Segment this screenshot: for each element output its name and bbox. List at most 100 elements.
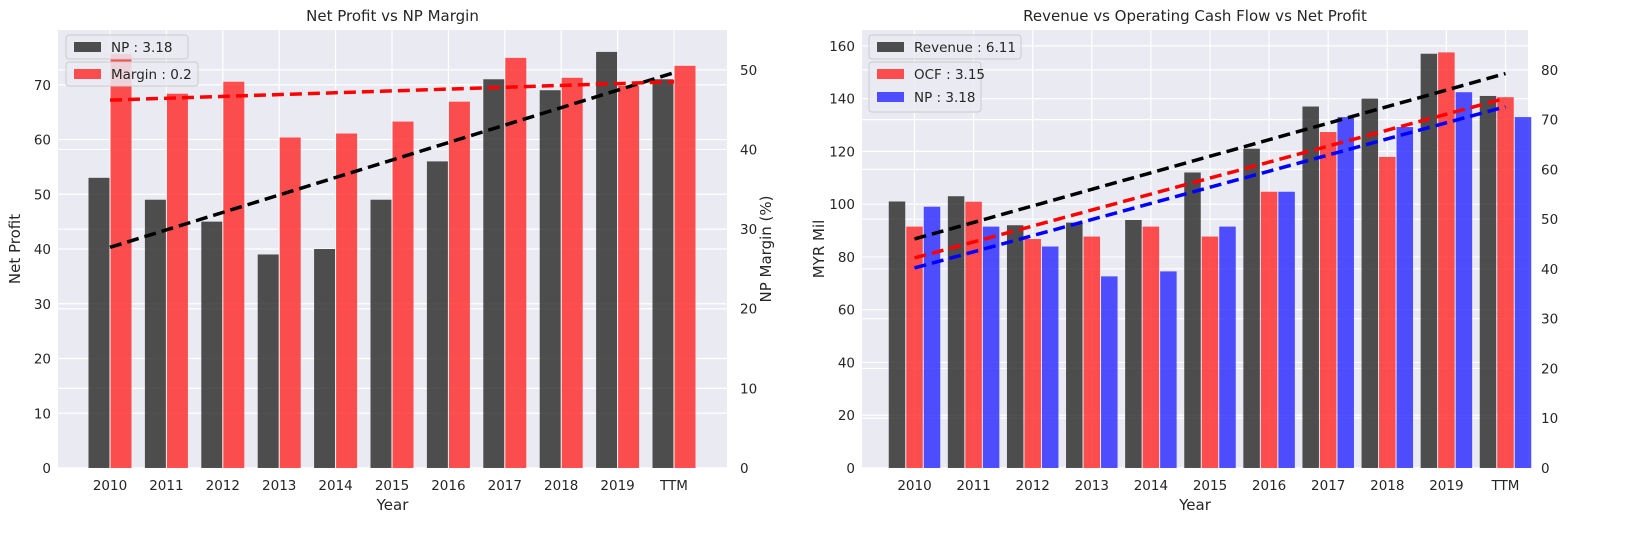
x-tick-label: 2012 (1016, 478, 1050, 494)
x-axis-label: Year (376, 496, 410, 514)
y2-tick-label: 80 (1541, 63, 1558, 79)
x-tick-label: 2018 (544, 478, 578, 494)
trend-line (109, 80, 675, 102)
y-tick-label: 10 (34, 406, 51, 422)
bar (1420, 53, 1438, 469)
bar (1361, 98, 1379, 468)
legend-label: NP : 3.18 (111, 40, 172, 56)
y-tick-label: 70 (34, 78, 51, 94)
bar (201, 221, 223, 468)
bar (1479, 95, 1497, 468)
bar (1219, 226, 1236, 468)
bar (88, 177, 110, 468)
bar (539, 90, 561, 468)
y-tick-label: 40 (34, 242, 51, 258)
y-tick-label: 30 (34, 297, 51, 313)
y-tick-label: 140 (829, 92, 855, 108)
y-tick-label: 50 (34, 187, 51, 203)
bar (652, 79, 674, 469)
bar (965, 201, 982, 468)
trend-line (914, 71, 1506, 241)
y-tick-label: 100 (829, 197, 855, 213)
y2-tick-label: 0 (740, 461, 749, 477)
y2-tick-label: 60 (1541, 162, 1558, 178)
chart-title: Net Profit vs NP Margin (306, 7, 479, 25)
y-tick-label: 40 (838, 355, 855, 371)
trend-line (109, 71, 675, 250)
bar (1142, 226, 1160, 468)
bar (1396, 127, 1414, 468)
bar (483, 79, 505, 469)
x-tick-label: 2011 (149, 478, 183, 494)
bar (1302, 106, 1319, 469)
legend-label: NP : 3.18 (914, 90, 975, 106)
legend-label: Margin : 0.2 (111, 67, 192, 83)
y2-tick-label: 10 (740, 381, 757, 397)
y2-tick-label: 20 (740, 302, 757, 318)
x-tick-label: TTM (659, 478, 688, 494)
x-axis-label: Year (1178, 496, 1212, 514)
bar (1160, 271, 1177, 468)
y2-tick-label: 30 (740, 222, 757, 238)
bar (505, 57, 527, 468)
x-tick-label: 2014 (318, 478, 352, 494)
bar (947, 196, 965, 468)
y-tick-label: 20 (34, 352, 51, 368)
x-tick-label: TTM (1491, 478, 1520, 494)
bar (370, 199, 392, 468)
bar (1278, 191, 1295, 469)
bar (982, 226, 1000, 468)
legend-label: Revenue : 6.11 (914, 40, 1016, 56)
bar (1083, 236, 1101, 468)
x-tick-label: 2016 (1252, 478, 1286, 494)
bar (1125, 219, 1142, 468)
bar (392, 121, 414, 468)
bar (1024, 239, 1041, 468)
legend-box (868, 34, 1022, 60)
bar (596, 51, 618, 469)
x-tick-label: 2013 (1075, 478, 1109, 494)
bar (1201, 236, 1219, 468)
bar (1497, 97, 1514, 469)
bar (223, 81, 245, 468)
legend-swatch (74, 69, 101, 79)
y-tick-label: 60 (838, 303, 855, 319)
x-tick-label: 2010 (897, 478, 931, 494)
bar (1184, 172, 1201, 468)
bar (561, 77, 583, 469)
y-tick-label: 160 (829, 39, 855, 55)
y-tick-label: 120 (829, 144, 855, 160)
bar (923, 206, 941, 468)
bar (336, 133, 358, 468)
bar (314, 249, 336, 468)
x-tick-label: 2015 (375, 478, 409, 494)
legend-box (65, 61, 199, 87)
y-axis-label: Net Profit (6, 214, 24, 284)
x-tick-label: 2012 (206, 478, 240, 494)
trend-line (914, 104, 1506, 270)
chart-title: Revenue vs Operating Cash Flow vs Net Pr… (1023, 7, 1367, 25)
x-tick-label: 2017 (1311, 478, 1345, 494)
bar (674, 65, 696, 468)
legend-box (65, 34, 189, 60)
legend-label: OCF : 3.15 (914, 67, 985, 83)
y-tick-label: 80 (838, 250, 855, 266)
bar (110, 53, 132, 469)
x-tick-label: 2016 (431, 478, 465, 494)
bar (1319, 132, 1337, 468)
x-tick-label: 2013 (262, 478, 296, 494)
y2-tick-label: 50 (740, 63, 757, 79)
bar (1243, 148, 1260, 469)
bar (906, 226, 923, 468)
y-tick-label: 0 (42, 461, 51, 477)
bar (888, 201, 906, 468)
bar (1066, 222, 1083, 468)
bar (1438, 52, 1455, 468)
bar (1101, 276, 1118, 468)
x-tick-label: 2010 (93, 478, 127, 494)
y2-tick-label: 40 (1541, 262, 1558, 278)
bar (1260, 191, 1278, 469)
x-tick-label: 2011 (956, 478, 990, 494)
